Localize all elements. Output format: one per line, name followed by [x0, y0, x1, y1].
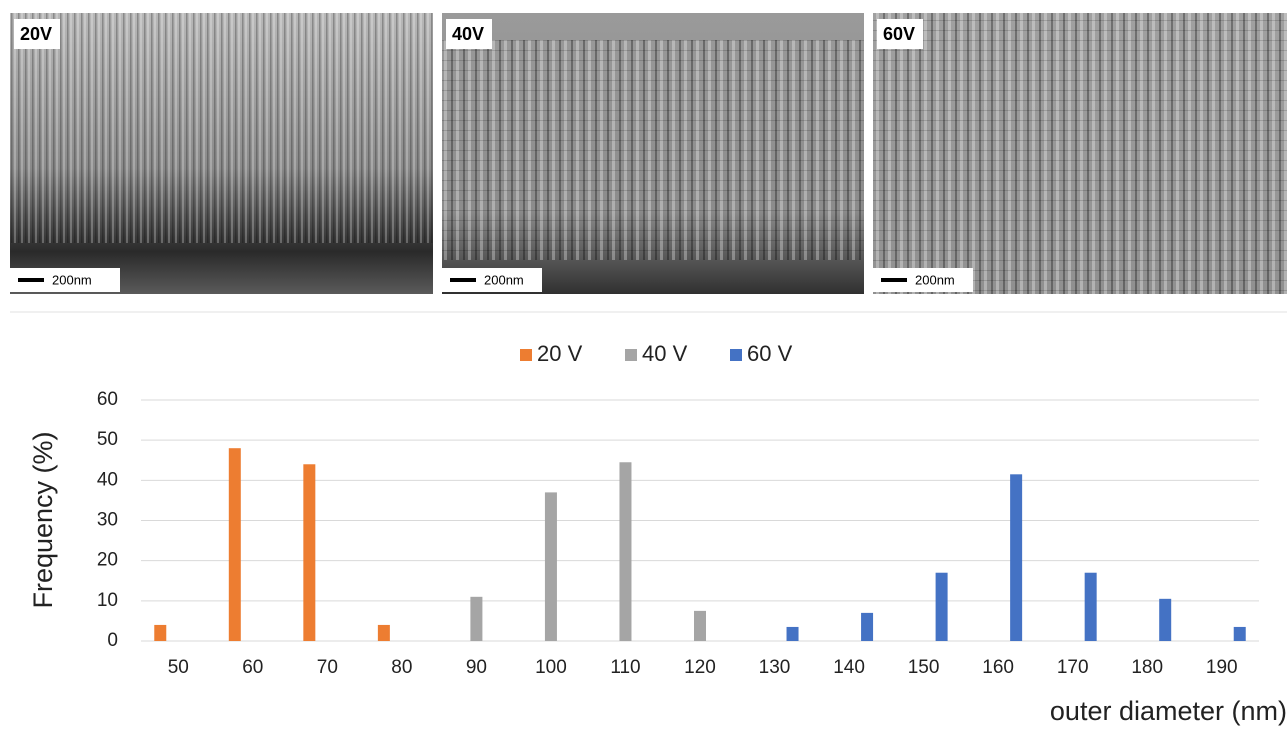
- panel-label: 20V: [20, 24, 52, 44]
- x-tick-label: 70: [317, 657, 338, 678]
- bar: [1233, 626, 1246, 641]
- y-axis-title: Frequency (%): [28, 431, 58, 608]
- x-tick-label: 130: [759, 657, 791, 678]
- bar: [619, 462, 632, 641]
- x-tick-label: 160: [982, 657, 1014, 678]
- x-tick-label: 140: [833, 657, 865, 678]
- legend-label: 40 V: [642, 341, 688, 366]
- bar: [861, 612, 874, 641]
- scale-bar: [881, 278, 907, 282]
- legend-swatch: [625, 349, 637, 361]
- sem-texture: [873, 13, 1287, 294]
- x-tick-label: 150: [908, 657, 940, 678]
- scale-label: 200nm: [915, 272, 955, 287]
- y-tick-label: 0: [107, 630, 118, 651]
- bar: [786, 626, 799, 641]
- label-box: [877, 19, 923, 49]
- y-tick-label: 50: [97, 429, 118, 450]
- bar: [470, 596, 483, 641]
- bar: [935, 572, 948, 641]
- y-tick-label: 10: [97, 590, 118, 611]
- bar: [1084, 572, 1097, 641]
- legend-swatch: [520, 349, 532, 361]
- sem-panel: 40V 200nm: [442, 13, 864, 294]
- label-box: [14, 19, 60, 49]
- panel-label: 60V: [883, 24, 915, 44]
- legend-swatch: [730, 349, 742, 361]
- sem-panel: 60V 200nm: [873, 13, 1287, 294]
- panel-label: 40V: [452, 24, 484, 44]
- scale-bar: [18, 278, 44, 282]
- legend-label: 20 V: [537, 341, 583, 366]
- y-tick-label: 60: [97, 389, 118, 410]
- bar: [377, 624, 390, 641]
- y-tick-label: 40: [97, 469, 118, 490]
- y-tick-label: 20: [97, 550, 118, 571]
- bar: [303, 464, 316, 641]
- x-tick-label: 110: [610, 657, 640, 678]
- x-tick-label: 170: [1057, 657, 1089, 678]
- bar: [228, 448, 241, 641]
- sem-panel: 20V 200nm: [10, 13, 433, 294]
- bar: [1159, 598, 1172, 641]
- x-tick-label: 100: [535, 657, 567, 678]
- x-tick-label: 50: [168, 657, 189, 678]
- label-box: [446, 19, 492, 49]
- bar: [544, 492, 557, 641]
- sem-texture: [442, 40, 864, 260]
- scale-label: 200nm: [52, 272, 92, 287]
- x-tick-label: 80: [391, 657, 412, 678]
- x-tick-label: 90: [466, 657, 487, 678]
- scale-label: 200nm: [484, 272, 524, 287]
- bar: [154, 624, 167, 641]
- scale-bar: [450, 278, 476, 282]
- x-tick-label: 120: [684, 657, 716, 678]
- x-tick-label: 190: [1206, 657, 1238, 678]
- bar: [694, 610, 706, 641]
- y-tick-label: 30: [97, 510, 118, 531]
- bar: [1010, 474, 1023, 641]
- legend-label: 60 V: [747, 341, 793, 366]
- x-tick-label: 180: [1131, 657, 1163, 678]
- x-axis-title: outer diameter (nm): [1050, 696, 1287, 726]
- x-tick-label: 60: [242, 657, 263, 678]
- sem-texture: [10, 13, 433, 243]
